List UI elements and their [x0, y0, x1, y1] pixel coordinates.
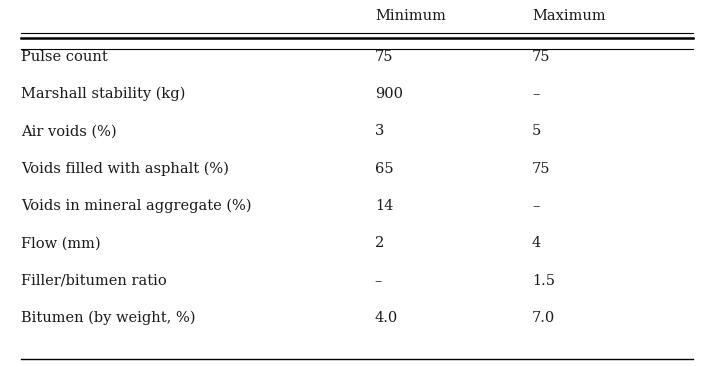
Text: Pulse count: Pulse count — [21, 50, 108, 64]
Text: 75: 75 — [375, 50, 393, 64]
Text: Minimum: Minimum — [375, 10, 446, 23]
Text: Maximum: Maximum — [532, 10, 605, 23]
Text: 75: 75 — [532, 162, 550, 176]
Text: 1.5: 1.5 — [532, 274, 555, 288]
Text: Flow (mm): Flow (mm) — [21, 236, 101, 250]
Text: 4.0: 4.0 — [375, 311, 398, 325]
Text: Bitumen (by weight, %): Bitumen (by weight, %) — [21, 311, 196, 325]
Text: 7.0: 7.0 — [532, 311, 555, 325]
Text: 4: 4 — [532, 236, 541, 250]
Text: 5: 5 — [532, 124, 541, 138]
Text: Voids filled with asphalt (%): Voids filled with asphalt (%) — [21, 161, 229, 176]
Text: Air voids (%): Air voids (%) — [21, 124, 117, 138]
Text: –: – — [375, 274, 382, 288]
Text: 2: 2 — [375, 236, 384, 250]
Text: –: – — [532, 199, 539, 213]
Text: 75: 75 — [532, 50, 550, 64]
Text: 900: 900 — [375, 87, 403, 101]
Text: 3: 3 — [375, 124, 384, 138]
Text: 14: 14 — [375, 199, 393, 213]
Text: –: – — [532, 87, 539, 101]
Text: Marshall stability (kg): Marshall stability (kg) — [21, 87, 186, 101]
Text: Filler/bitumen ratio: Filler/bitumen ratio — [21, 274, 167, 288]
Text: Voids in mineral aggregate (%): Voids in mineral aggregate (%) — [21, 199, 252, 213]
Text: 65: 65 — [375, 162, 393, 176]
